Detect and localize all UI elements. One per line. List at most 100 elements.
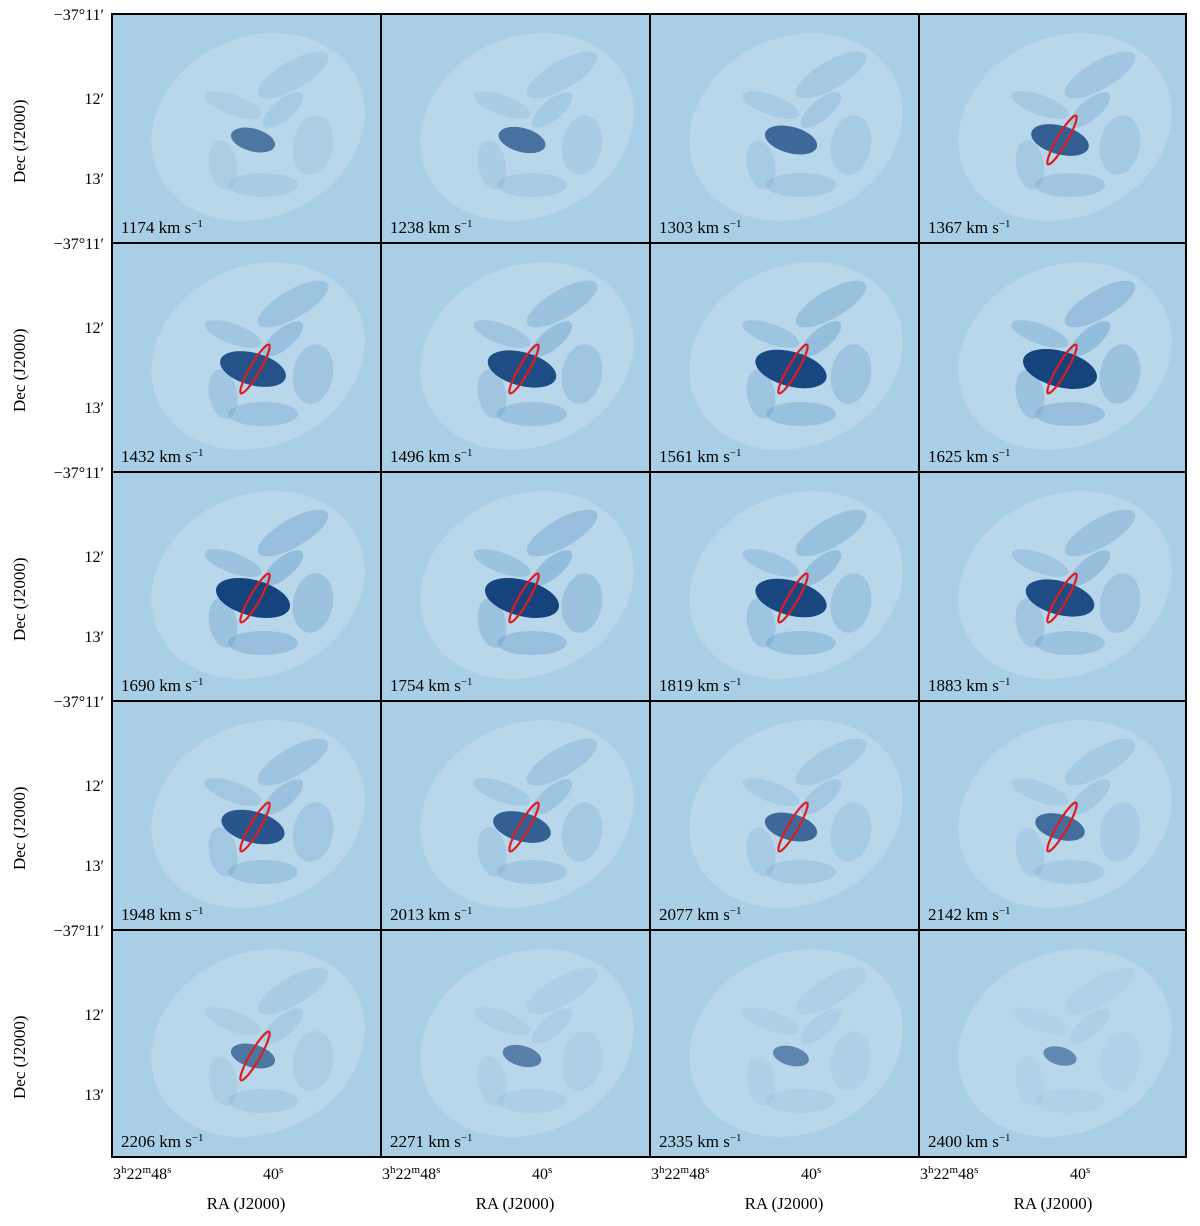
- emission-filament: [766, 860, 836, 884]
- velocity-unit-exponent: −1: [729, 1132, 742, 1144]
- y-tick-label: −37°11′: [53, 7, 104, 24]
- channel-panel: 1174 km s−1: [111, 13, 382, 244]
- x-tick-label: 40s: [801, 1164, 822, 1184]
- velocity-label: 1883 km s−1: [928, 677, 1011, 695]
- emission-filament: [257, 280, 329, 328]
- velocity-value: 2271: [390, 1132, 424, 1151]
- emission-filament: [228, 631, 298, 655]
- emission-filament: [208, 369, 238, 419]
- emission-filament: [1015, 1056, 1045, 1106]
- velocity-unit-exponent: −1: [729, 676, 742, 688]
- y-tick-label: −37°11′: [53, 923, 104, 940]
- velocity-label: 1690 km s−1: [121, 677, 204, 695]
- velocity-unit-exponent: −1: [998, 218, 1011, 230]
- channel-panel: 2206 km s−1: [111, 929, 382, 1158]
- emission-filament: [766, 631, 836, 655]
- channel-panel: 2400 km s−1: [918, 929, 1187, 1158]
- emission-filament: [473, 1007, 531, 1035]
- emission-filament: [1069, 550, 1111, 586]
- velocity-unit: km s: [697, 447, 730, 466]
- emission-filament: [1099, 802, 1141, 862]
- x-tick-label: 3h22m48s: [920, 1164, 979, 1184]
- emission-filament: [531, 1008, 573, 1044]
- velocity-unit: km s: [158, 218, 192, 237]
- emission-filament: [531, 92, 573, 128]
- contour-ellipse: [239, 1030, 271, 1082]
- contour-ellipse: [508, 343, 540, 395]
- emission-filament: [497, 1089, 567, 1113]
- emission-filament: [204, 91, 262, 119]
- emission-filament: [1099, 573, 1141, 633]
- y-tick-label: 13′: [84, 1087, 105, 1104]
- emission-filament: [830, 115, 872, 175]
- velocity-unit-exponent: −1: [460, 218, 473, 230]
- emission-map: [420, 491, 634, 679]
- emission-core: [764, 812, 818, 842]
- emission-filament: [561, 115, 603, 175]
- emission-core: [221, 809, 285, 845]
- y-tick-label: 13′: [84, 400, 105, 417]
- velocity-unit: km s: [428, 218, 461, 237]
- emission-filament: [830, 344, 872, 404]
- emission-map: [151, 262, 365, 450]
- y-tick-label: 13′: [84, 171, 105, 188]
- emission-filament: [746, 827, 776, 877]
- x-tick-label: 40s: [1070, 1164, 1091, 1184]
- channel-panel: 1948 km s−1: [111, 700, 382, 931]
- y-axis-label: Dec (J2000): [10, 1015, 29, 1099]
- y-tick-label: 13′: [84, 858, 105, 875]
- velocity-value: 1496: [390, 447, 424, 466]
- emission-filament: [1011, 91, 1069, 119]
- emission-filament: [746, 369, 776, 419]
- emission-filament: [795, 738, 867, 786]
- emission-filament: [257, 51, 329, 99]
- emission-filament: [742, 549, 800, 577]
- contour-ellipse: [1046, 343, 1078, 395]
- emission-core: [502, 1044, 542, 1068]
- emission-filament: [1035, 402, 1105, 426]
- emission-filament: [526, 51, 598, 99]
- x-axis-label: RA (J2000): [475, 1194, 555, 1213]
- velocity-label: 1561 km s−1: [659, 447, 742, 466]
- velocity-unit: km s: [428, 676, 461, 695]
- velocity-unit-exponent: −1: [191, 447, 204, 459]
- emission-filament: [800, 92, 842, 128]
- emission-core: [755, 349, 827, 389]
- emission-filament: [1099, 1031, 1141, 1091]
- emission-filament: [1035, 1089, 1105, 1113]
- y-axis-label: Dec (J2000): [10, 557, 29, 641]
- emission-core: [1025, 579, 1095, 617]
- velocity-unit: km s: [697, 676, 730, 695]
- emission-filament: [1069, 1008, 1111, 1044]
- emission-map: [689, 33, 903, 221]
- galaxy-envelope: [151, 33, 365, 221]
- channel-panel: 1432 km s−1: [111, 242, 382, 473]
- y-tick-label: 12′: [84, 778, 105, 795]
- velocity-value: 2400: [928, 1132, 962, 1151]
- emission-core: [220, 351, 286, 387]
- emission-filament: [1011, 320, 1069, 348]
- emission-filament: [800, 779, 842, 815]
- velocity-value: 1303: [659, 218, 693, 237]
- velocity-value: 1819: [659, 676, 693, 695]
- emission-filament: [795, 280, 867, 328]
- channel-panel: 2335 km s−1: [649, 929, 920, 1158]
- velocity-unit: km s: [966, 218, 999, 237]
- emission-filament: [208, 1056, 238, 1106]
- emission-filament: [766, 173, 836, 197]
- emission-filament: [292, 115, 334, 175]
- emission-filament: [800, 321, 842, 357]
- channel-panel: 1303 km s−1: [649, 13, 920, 244]
- channel-panel: 1367 km s−1: [918, 13, 1187, 244]
- velocity-label: 1948 km s−1: [121, 906, 204, 924]
- y-tick-label: −37°11′: [53, 694, 104, 711]
- emission-filament: [473, 549, 531, 577]
- emission-filament: [1099, 344, 1141, 404]
- emission-filament: [561, 344, 603, 404]
- velocity-value: 2335: [659, 1132, 693, 1151]
- emission-map: [151, 720, 365, 908]
- emission-filament: [497, 402, 567, 426]
- channel-panel: 1883 km s−1: [918, 471, 1187, 702]
- emission-filament: [204, 778, 262, 806]
